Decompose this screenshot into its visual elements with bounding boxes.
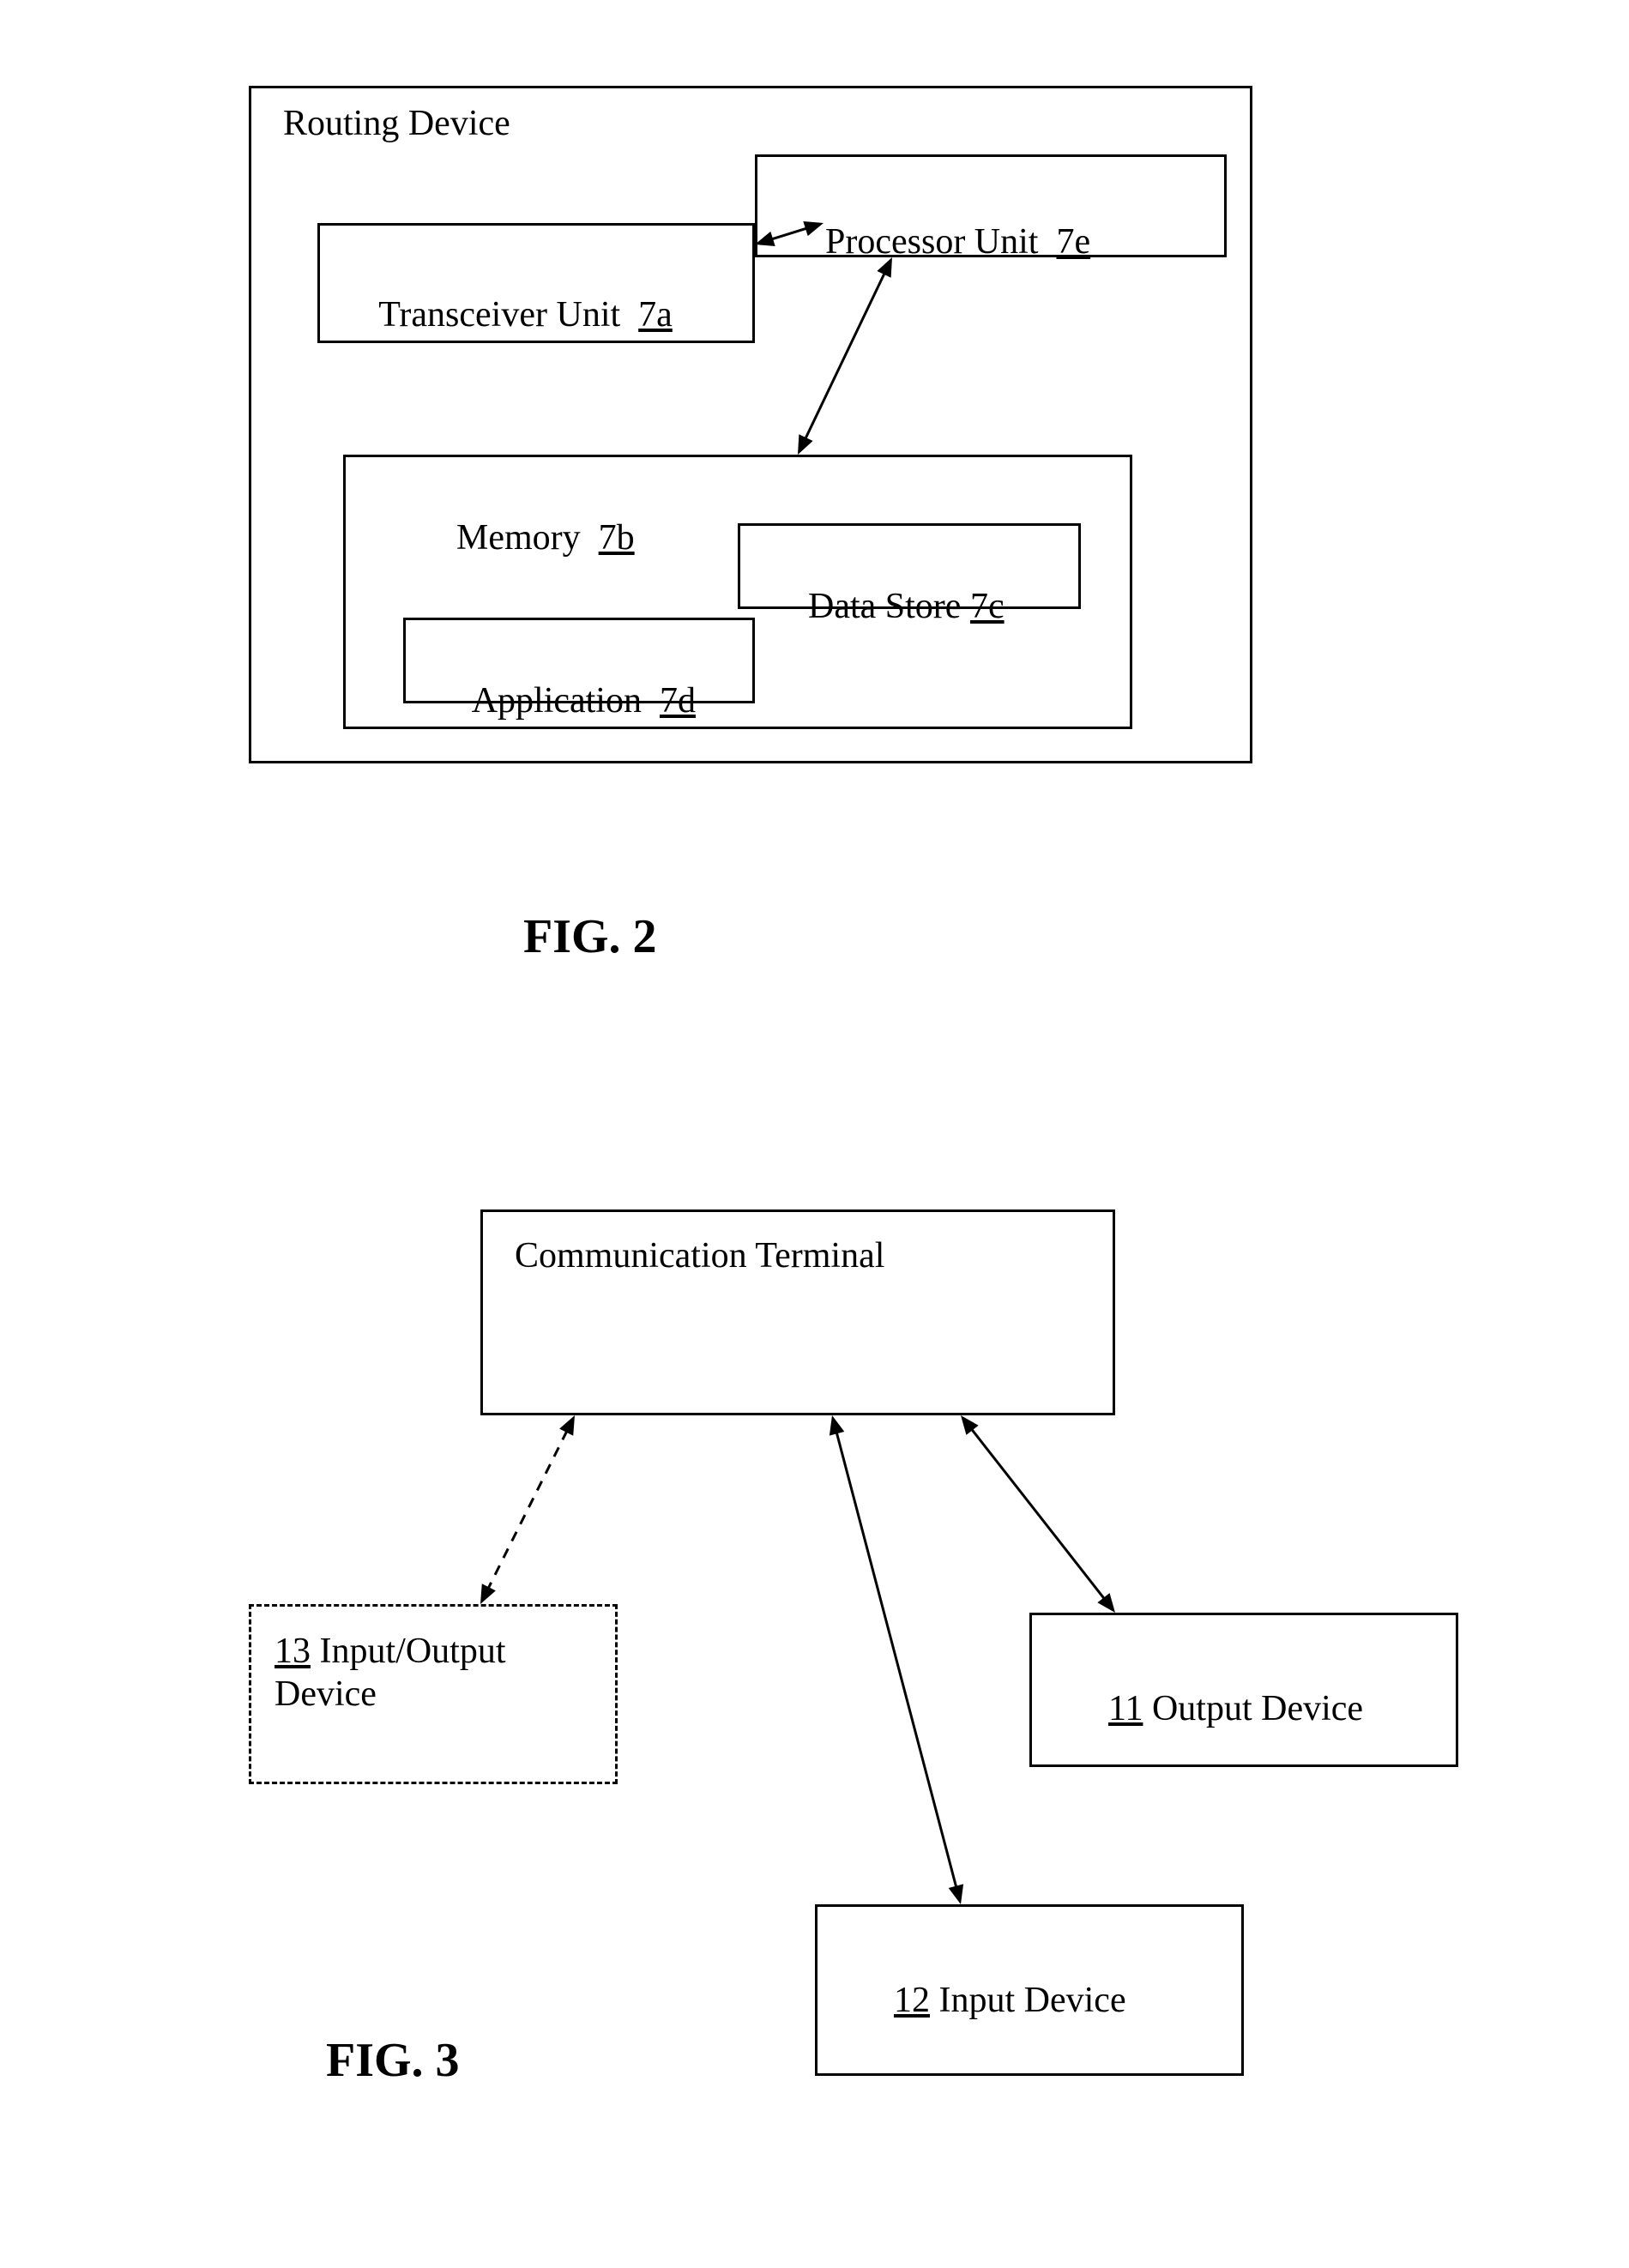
- data-store-label: Data Store 7c: [772, 545, 1005, 668]
- application-text: Application: [472, 681, 660, 721]
- fig2-caption: FIG. 2: [523, 909, 657, 964]
- application-label: Application 7d: [437, 639, 696, 763]
- processor-unit-ref: 7e: [1056, 222, 1090, 262]
- memory-label: Memory 7b: [420, 476, 635, 600]
- output-device-text: Output Device: [1143, 1689, 1363, 1728]
- io-device-ref: 13: [275, 1632, 311, 1671]
- memory-text: Memory: [456, 518, 599, 558]
- transceiver-unit-text: Transceiver Unit: [378, 295, 638, 335]
- processor-unit-label: Processor Unit 7e: [789, 180, 1090, 304]
- comm-terminal-label: Communication Terminal: [515, 1235, 884, 1276]
- memory-ref: 7b: [599, 518, 635, 558]
- input-device-text: Input Device: [930, 1981, 1126, 2020]
- io-device-text-line2: Device: [275, 1674, 377, 1714]
- data-store-ref: 7c: [970, 587, 1005, 626]
- fig3-caption: FIG. 3: [326, 2033, 460, 2088]
- diagram-page: Routing Device Processor Unit 7e Transce…: [0, 0, 1629, 2268]
- routing-device-label: Routing Device: [283, 103, 510, 144]
- transceiver-unit-label: Transceiver Unit 7a: [343, 253, 673, 377]
- transceiver-unit-ref: 7a: [638, 295, 673, 335]
- processor-unit-text: Processor Unit: [825, 222, 1056, 262]
- io-device-label: 13 Input/Output Device: [275, 1630, 609, 1716]
- input-device-ref: 12: [894, 1981, 930, 2020]
- output-device-ref: 11: [1108, 1689, 1143, 1728]
- output-device-label: 11 Output Device: [1072, 1647, 1363, 1770]
- application-ref: 7d: [660, 681, 696, 721]
- io-device-text-line1: Input/Output: [311, 1632, 506, 1671]
- data-store-text: Data Store: [808, 587, 970, 626]
- input-device-label: 12 Input Device: [858, 1939, 1126, 2062]
